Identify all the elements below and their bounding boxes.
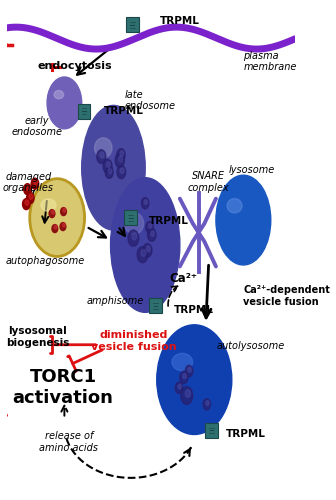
Ellipse shape [137, 246, 148, 262]
Ellipse shape [172, 354, 193, 371]
Ellipse shape [157, 325, 232, 434]
Ellipse shape [125, 212, 144, 234]
FancyBboxPatch shape [78, 104, 90, 119]
Text: autophagosome: autophagosome [6, 256, 85, 266]
Text: lysosomal
biogenesis: lysosomal biogenesis [6, 326, 70, 348]
Ellipse shape [111, 178, 180, 312]
Ellipse shape [206, 400, 209, 406]
Text: amphisome: amphisome [86, 296, 143, 306]
Ellipse shape [103, 160, 112, 173]
Ellipse shape [115, 154, 124, 168]
Ellipse shape [148, 228, 156, 241]
Ellipse shape [41, 199, 56, 211]
Ellipse shape [24, 184, 31, 194]
Ellipse shape [181, 386, 193, 404]
Text: plasma
membrane: plasma membrane [243, 50, 297, 72]
Text: endocytosis: endocytosis [37, 60, 112, 70]
Ellipse shape [26, 185, 30, 190]
Text: TRPML: TRPML [173, 305, 213, 315]
Ellipse shape [141, 250, 146, 256]
Text: TRPML: TRPML [160, 16, 200, 26]
Text: damaged
organelles: damaged organelles [3, 172, 54, 194]
Ellipse shape [143, 244, 152, 257]
Ellipse shape [47, 77, 82, 129]
Ellipse shape [185, 390, 191, 398]
Text: lysosome: lysosome [229, 165, 275, 175]
Text: diminished
vesicle fusion: diminished vesicle fusion [91, 330, 176, 351]
Ellipse shape [34, 180, 37, 185]
FancyBboxPatch shape [205, 423, 218, 438]
Ellipse shape [51, 210, 54, 214]
Ellipse shape [227, 198, 242, 213]
Ellipse shape [120, 168, 124, 173]
Text: TORC1
activation: TORC1 activation [12, 368, 113, 406]
Text: TRPML: TRPML [149, 216, 189, 226]
Ellipse shape [62, 223, 65, 227]
Ellipse shape [27, 192, 34, 203]
Ellipse shape [151, 231, 155, 236]
FancyBboxPatch shape [149, 298, 162, 314]
Ellipse shape [175, 382, 183, 394]
Ellipse shape [183, 374, 186, 379]
Ellipse shape [149, 224, 152, 228]
Ellipse shape [216, 175, 271, 265]
Text: release of
amino acids: release of amino acids [39, 431, 98, 453]
Ellipse shape [54, 225, 57, 229]
Ellipse shape [180, 371, 188, 384]
Ellipse shape [108, 168, 112, 173]
Ellipse shape [146, 222, 154, 233]
Ellipse shape [63, 208, 66, 212]
Ellipse shape [146, 246, 150, 252]
Ellipse shape [97, 150, 106, 164]
Ellipse shape [49, 210, 55, 218]
Ellipse shape [119, 156, 123, 162]
Ellipse shape [144, 200, 148, 204]
Ellipse shape [54, 90, 64, 99]
Ellipse shape [203, 398, 211, 410]
Ellipse shape [106, 166, 113, 178]
Text: autolysosome: autolysosome [216, 340, 285, 350]
Ellipse shape [120, 151, 124, 156]
Text: SNARE
complex: SNARE complex [188, 172, 229, 193]
Ellipse shape [23, 198, 30, 209]
Ellipse shape [185, 366, 193, 377]
Text: late
endosome: late endosome [125, 90, 176, 111]
Ellipse shape [29, 194, 33, 200]
Ellipse shape [132, 233, 137, 240]
Ellipse shape [60, 208, 67, 216]
Text: TRPML: TRPML [104, 106, 144, 117]
Text: TRPML: TRPML [225, 430, 265, 440]
Ellipse shape [94, 138, 112, 158]
Ellipse shape [25, 200, 29, 205]
FancyBboxPatch shape [126, 17, 138, 32]
Ellipse shape [188, 368, 192, 372]
Ellipse shape [30, 178, 85, 256]
Ellipse shape [117, 148, 125, 161]
Ellipse shape [178, 384, 181, 389]
Ellipse shape [141, 198, 149, 209]
Ellipse shape [117, 166, 126, 178]
Ellipse shape [107, 162, 111, 168]
Ellipse shape [60, 222, 66, 230]
Ellipse shape [31, 178, 39, 189]
Text: early
endosome: early endosome [11, 116, 62, 137]
Ellipse shape [128, 230, 139, 246]
Ellipse shape [100, 152, 104, 158]
Ellipse shape [52, 224, 58, 232]
FancyBboxPatch shape [124, 210, 137, 225]
Text: Ca²⁺: Ca²⁺ [169, 272, 197, 285]
Text: Ca²⁺-dependent
vesicle fusion: Ca²⁺-dependent vesicle fusion [243, 285, 330, 306]
Ellipse shape [82, 106, 145, 230]
